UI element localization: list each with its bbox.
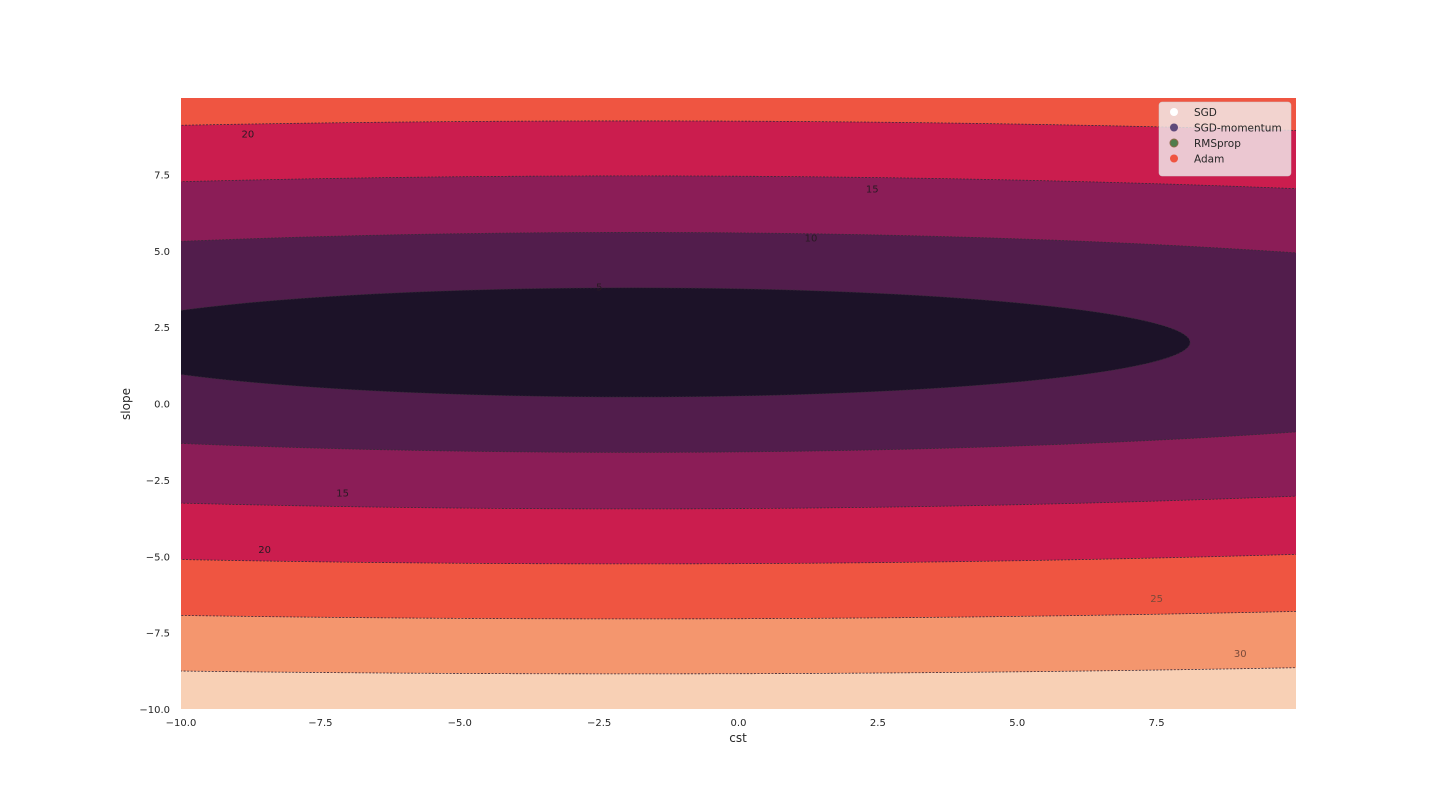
x-tick-label: −5.0 (448, 718, 472, 729)
y-axis-label: slope (119, 388, 133, 420)
contour-label: 15 (866, 185, 879, 196)
legend-marker (1169, 138, 1179, 148)
y-tick-label: 7.5 (154, 170, 170, 181)
legend-marker (1170, 154, 1178, 163)
contour-band-5 (181, 287, 1191, 398)
legend-marker (1170, 108, 1178, 116)
contour-label: 20 (242, 130, 255, 141)
legend-marker (1170, 123, 1178, 132)
x-tick-label: 7.5 (1149, 718, 1165, 729)
contour-label: 30 (1234, 649, 1247, 660)
x-tick-label: −7.5 (308, 718, 332, 729)
y-tick-label: 5.0 (154, 247, 170, 258)
x-axis-label: cst (729, 731, 747, 745)
contour-label: 10 (805, 234, 818, 245)
legend-label: RMSprop (1194, 138, 1241, 150)
y-tick-label: 2.5 (154, 323, 170, 334)
x-tick-label: −10.0 (166, 718, 197, 729)
y-tick-label: −7.5 (146, 629, 170, 640)
y-tick-label: 0.0 (154, 400, 170, 411)
contour-label: 25 (1150, 594, 1163, 605)
contour-label: 15 (336, 489, 349, 500)
legend: SGD SGD-momentum RMSprop Adam (1158, 101, 1292, 177)
contour-label: 20 (258, 545, 271, 556)
plot-area (181, 98, 1296, 709)
contour-label: 5 (596, 282, 602, 293)
y-tick-label: −5.0 (146, 552, 170, 563)
legend-label: Adam (1194, 154, 1224, 166)
x-tick-label: 5.0 (1009, 718, 1025, 729)
legend-label: SGD-momentum (1194, 123, 1282, 135)
x-axis-ticks: −10.0 −7.5 −5.0 −2.5 0.0 2.5 5.0 7.5 (166, 718, 1165, 729)
x-tick-label: −2.5 (587, 718, 611, 729)
y-tick-label: −10.0 (139, 705, 170, 716)
x-tick-label: 2.5 (870, 718, 886, 729)
y-axis-ticks: −10.0 −7.5 −5.0 −2.5 0.0 2.5 5.0 7.5 (139, 170, 170, 716)
x-tick-label: 0.0 (731, 718, 747, 729)
contour-labels: 5 10 15 20 25 30 20 15 (242, 130, 1247, 660)
legend-box (1158, 101, 1292, 177)
y-tick-label: −2.5 (146, 476, 170, 487)
legend-label: SGD (1194, 107, 1217, 119)
